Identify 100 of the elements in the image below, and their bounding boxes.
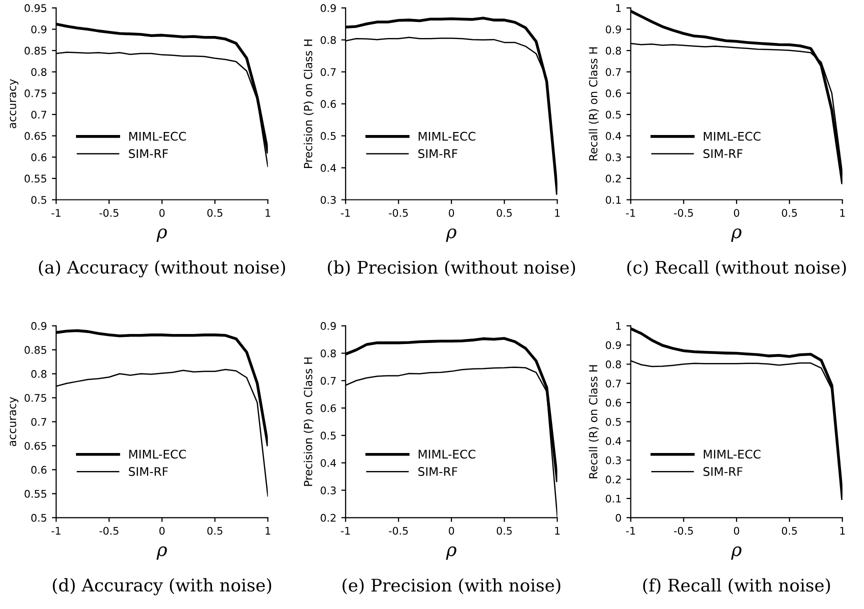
x-tick-label: -0.5: [388, 208, 408, 217]
x-tick-label: 0.5: [207, 208, 222, 217]
y-tick-label: 0: [616, 514, 621, 522]
y-tick-label: 0.5: [606, 418, 621, 426]
x-tick-label: 0: [448, 526, 454, 535]
legend-label: SIM-RF: [418, 467, 458, 476]
x-tick-label: 0.5: [207, 526, 222, 535]
x-tick-label: 0: [734, 526, 740, 535]
legend-label: MIML-ECC: [129, 132, 186, 141]
y-tick-label: 0.3: [320, 196, 336, 204]
text: (b) Precision (without noise): [328, 260, 576, 276]
y-axis-title: Precision (P) on Class H: [304, 40, 314, 168]
x-tick-label: 0.5: [496, 208, 512, 217]
y-tick-label: 0.7: [31, 418, 46, 426]
x-tick-label: -1: [626, 527, 635, 535]
legend-label: MIML-ECC: [418, 450, 476, 459]
x-tick-label: 0: [159, 526, 165, 535]
text: (c) Recall (without noise): [627, 260, 846, 276]
x-tick-label: 1: [840, 209, 845, 217]
x-tick-label: 1: [840, 527, 845, 535]
legend-label: SIM-RF: [703, 149, 742, 158]
x-tick-label: 0: [448, 208, 454, 217]
x-tick-label: -0.5: [674, 208, 693, 217]
x-tick-label: -0.5: [388, 526, 408, 535]
y-tick-label: 0.7: [606, 68, 621, 76]
y-tick-label: 0.9: [606, 341, 621, 350]
y-tick-label: 0.4: [606, 437, 622, 446]
y-tick-label: 0.5: [31, 514, 46, 522]
y-tick-label: 0.2: [320, 514, 336, 522]
x-tick-label: -1: [51, 209, 60, 217]
y-axis-title: Precision (P) on Class H: [304, 358, 314, 486]
y-tick-label: 0.9: [31, 25, 46, 34]
y-tick-label: 0.4: [320, 459, 336, 467]
y-tick-label: 0.3: [320, 486, 336, 494]
y-tick-label: 0.9: [320, 4, 336, 12]
y-axis-title: Recall (R) on Class H: [588, 47, 599, 160]
y-tick-label: 0.6: [320, 100, 336, 108]
x-axis-title: ρ: [156, 228, 167, 242]
x-tick-label: -1: [626, 209, 635, 217]
y-tick-label: 0.1: [606, 494, 621, 503]
x-tick-label: 1: [555, 527, 560, 535]
y-tick-label: 0.2: [606, 476, 621, 484]
text: (d) Accuracy (with noise): [52, 578, 272, 596]
y-tick-label: 0.6: [31, 153, 46, 162]
x-tick-label: -1: [340, 209, 350, 217]
y-tick-label: 0.85: [24, 46, 46, 55]
y-tick-label: 0.9: [320, 322, 336, 330]
x-tick-label: 0.5: [782, 208, 797, 217]
y-tick-label: 0.4: [320, 164, 336, 172]
x-tick-label: 0: [159, 208, 165, 217]
y-tick-label: 0.6: [31, 466, 46, 474]
x-tick-label: 1: [266, 209, 270, 217]
y-tick-label: 0.75: [24, 89, 46, 98]
legend-label: SIM-RF: [128, 467, 168, 476]
y-tick-label: 0.6: [320, 404, 336, 412]
y-axis-title: accuracy: [10, 79, 18, 128]
y-tick-label: 0.3: [606, 456, 621, 464]
y-tick-label: 0.8: [31, 370, 46, 378]
legend-label: MIML-ECC: [418, 132, 476, 141]
y-tick-label: 0.6: [606, 89, 622, 98]
y-tick-label: 0.7: [606, 380, 621, 388]
y-tick-label: 0.55: [24, 490, 46, 498]
y-tick-label: 0.7: [31, 110, 46, 119]
x-tick-label: 0.5: [782, 526, 797, 535]
y-tick-label: 0.8: [31, 68, 46, 76]
y-tick-label: 1: [616, 4, 621, 12]
y-tick-label: 0.55: [24, 174, 46, 183]
y-tick-label: 0.5: [320, 132, 336, 140]
x-tick-label: 0: [734, 208, 740, 217]
x-tick-label: 1: [266, 527, 270, 535]
y-tick-label: 0.6: [606, 398, 622, 407]
y-tick-label: 0.85: [24, 346, 46, 354]
y-tick-label: 0.75: [24, 394, 46, 402]
x-axis-title: ρ: [446, 228, 456, 242]
y-axis-title: Recall (R) on Class H: [588, 365, 599, 478]
x-axis-title: ρ: [731, 228, 742, 242]
x-tick-label: 1: [555, 209, 560, 217]
x-axis-title: ρ: [731, 546, 742, 560]
x-tick-label: -0.5: [99, 208, 118, 217]
x-axis-title: ρ: [156, 546, 167, 560]
y-tick-label: 0.8: [606, 360, 621, 368]
x-tick-label: -0.5: [99, 526, 118, 535]
x-axis-title: ρ: [446, 546, 456, 560]
y-axis-title: accuracy: [10, 397, 18, 446]
text: (e) Precision (with noise): [342, 578, 560, 594]
y-tick-label: 0.5: [320, 432, 336, 440]
y-tick-label: 0.9: [606, 25, 621, 34]
legend-label: SIM-RF: [703, 467, 742, 476]
legend-label: SIM-RF: [418, 149, 458, 158]
legend-label: MIML-ECC: [704, 450, 760, 459]
y-tick-label: 0.1: [606, 196, 621, 204]
text: (f) Recall (with noise): [643, 578, 830, 594]
x-tick-label: -0.5: [674, 526, 693, 535]
y-tick-label: 0.65: [24, 442, 46, 450]
x-tick-label: 0.5: [496, 526, 512, 535]
legend-label: MIML-ECC: [704, 132, 760, 141]
y-tick-label: 0.3: [606, 153, 621, 162]
legend-label: SIM-RF: [128, 149, 168, 158]
y-tick-label: 0.4: [606, 132, 622, 140]
text: (a) Accuracy (without noise): [38, 260, 286, 278]
